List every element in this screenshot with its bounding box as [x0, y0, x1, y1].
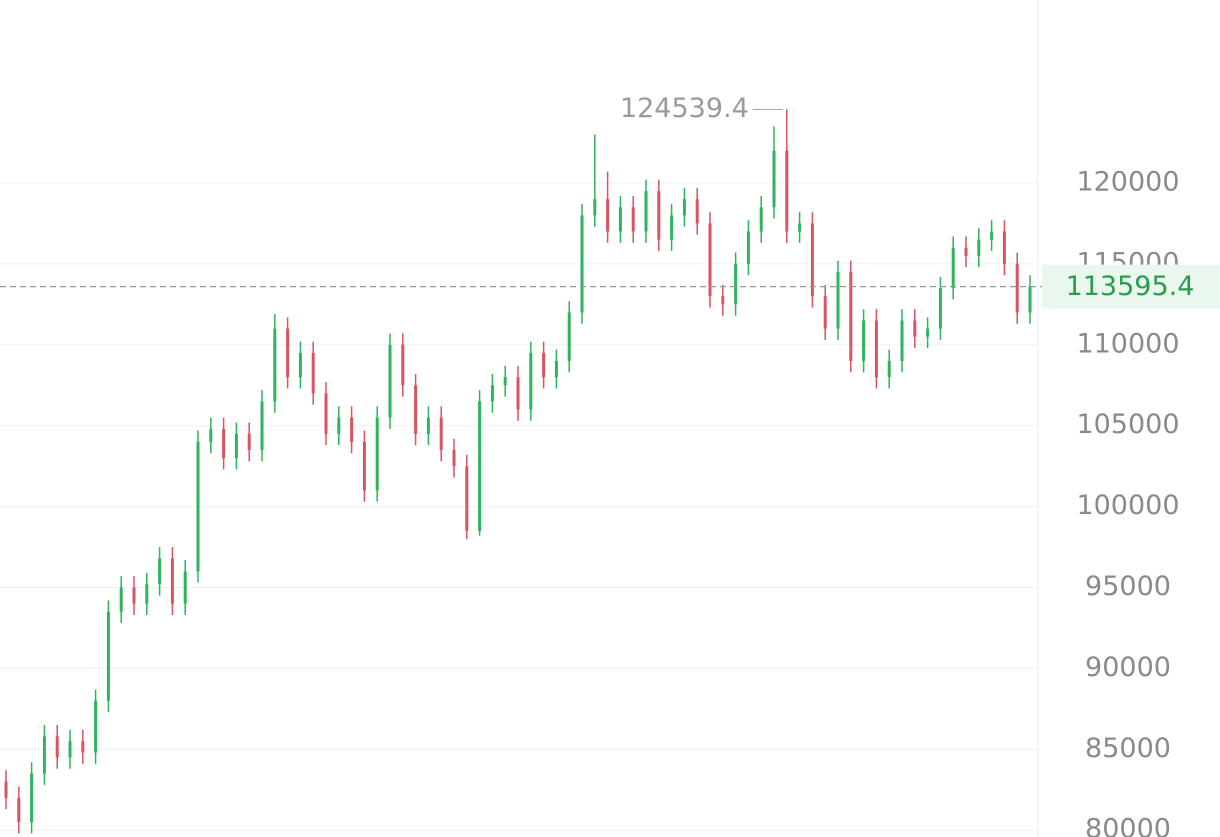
candle-body [106, 611, 110, 701]
candle-body [849, 271, 853, 361]
candle-body [222, 428, 226, 459]
candle-body [759, 207, 763, 232]
candle-body [554, 360, 558, 378]
candle-body [55, 736, 59, 758]
candle-body [286, 328, 290, 378]
candle-body [414, 385, 418, 434]
candle-body [862, 320, 866, 361]
y-tick-label: 90000 [1085, 652, 1171, 683]
candle-body [810, 223, 814, 297]
candle-body [900, 320, 904, 361]
candle-body [798, 223, 802, 232]
y-tick-label: 100000 [1076, 490, 1179, 521]
candle-body [695, 199, 699, 224]
candle-body [362, 441, 366, 491]
candle-body [337, 417, 341, 434]
candle-body [580, 215, 584, 313]
candle-body [1002, 231, 1006, 264]
candle-body [529, 352, 533, 410]
y-tick-label: 110000 [1076, 328, 1179, 359]
candle-body [657, 191, 661, 240]
candle-body [145, 584, 149, 604]
candle-body [772, 150, 776, 208]
candle-body [926, 328, 930, 337]
candle-body [670, 215, 674, 240]
last-price-label: 113595.4 [1066, 271, 1195, 302]
candle-body [401, 344, 405, 386]
candle-body [234, 433, 238, 459]
candle-body [4, 781, 8, 798]
candle-body [158, 558, 162, 585]
candle-body [785, 150, 789, 232]
candle-body [183, 571, 187, 604]
candle-body [17, 797, 21, 823]
candle-body [964, 247, 968, 256]
candle-body [1015, 263, 1019, 313]
candle-body [247, 433, 251, 450]
candle-body [465, 466, 469, 531]
candle-body [119, 587, 123, 612]
candle-body [913, 320, 917, 337]
candle-body [68, 741, 72, 758]
candle-body [734, 263, 738, 305]
candle-body [426, 417, 430, 434]
candle-body [887, 360, 891, 378]
candle-body [132, 587, 136, 604]
candle-body [324, 393, 328, 434]
candle-body [196, 441, 200, 572]
y-tick-label: 105000 [1076, 409, 1179, 440]
candle-body [823, 296, 827, 329]
last-price-box [1042, 264, 1220, 309]
y-tick-label: 120000 [1076, 166, 1179, 197]
candle-body [209, 428, 213, 442]
y-tick-label: 95000 [1085, 571, 1171, 602]
candle-body [644, 191, 648, 232]
candle-body [951, 247, 955, 289]
candle-body [977, 239, 981, 256]
candle-body [938, 288, 942, 329]
candle-body [1028, 286, 1032, 313]
candle-body [273, 328, 277, 402]
candle-body [311, 352, 315, 394]
candle-body [260, 401, 264, 450]
candle-body [593, 199, 597, 216]
candle-body [606, 199, 610, 232]
candle-body [81, 741, 85, 753]
candle-body [350, 417, 354, 442]
candle-body [478, 401, 482, 531]
candle-body [452, 449, 456, 467]
candle-body [516, 377, 520, 410]
candle-body [298, 352, 302, 378]
candle-body [746, 231, 750, 264]
candle-body [682, 199, 686, 216]
candle-body [990, 231, 994, 240]
candle-body [94, 700, 98, 753]
candle-body [836, 271, 840, 329]
candle-body [42, 736, 46, 774]
candle-body [721, 296, 725, 305]
candle-body [375, 417, 379, 491]
candle-body [542, 352, 546, 378]
max-annotation: 124539.4 [620, 93, 749, 124]
candle-body [631, 207, 635, 232]
candle-body [503, 377, 507, 386]
candle-body [567, 312, 571, 361]
y-tick-label: 80000 [1085, 814, 1171, 837]
candle-body [439, 417, 443, 450]
y-tick-label: 85000 [1085, 733, 1171, 764]
candle-body [490, 385, 494, 402]
candle-body [170, 558, 174, 604]
candle-body [618, 207, 622, 232]
candle-body [388, 344, 392, 418]
candle-body [708, 223, 712, 297]
candle-body [30, 773, 34, 823]
candle-body [874, 320, 878, 378]
